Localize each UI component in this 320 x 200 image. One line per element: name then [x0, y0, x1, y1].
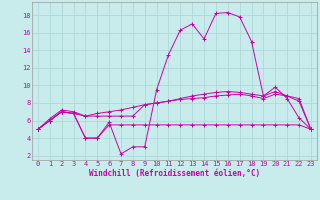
- X-axis label: Windchill (Refroidissement éolien,°C): Windchill (Refroidissement éolien,°C): [89, 169, 260, 178]
